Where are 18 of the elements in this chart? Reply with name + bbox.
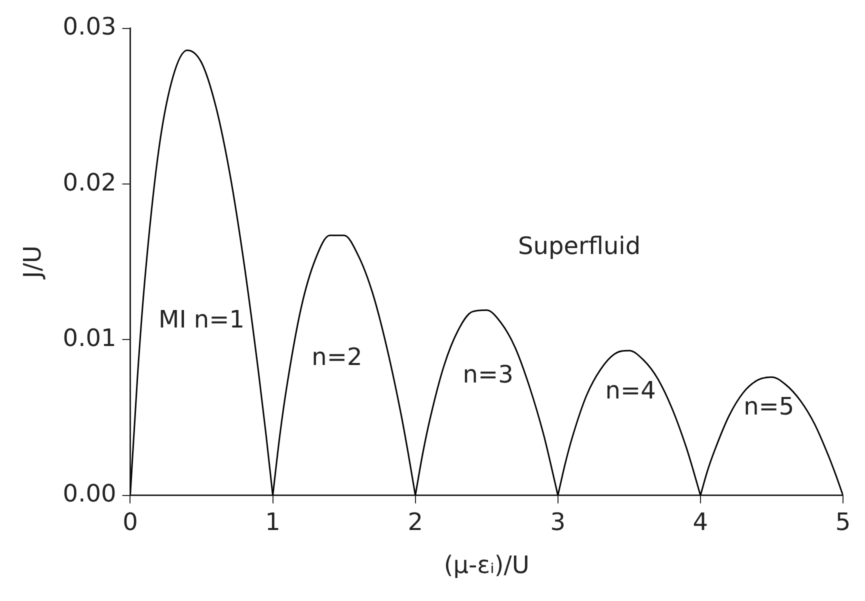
y-axis-title: J/U bbox=[18, 246, 47, 280]
x-tick-label: 4 bbox=[692, 508, 708, 536]
annotation: n=4 bbox=[605, 376, 656, 404]
y-tick-label: 0.01 bbox=[62, 324, 116, 352]
x-tick-label: 0 bbox=[122, 508, 138, 536]
y-tick-label: 0.03 bbox=[62, 12, 116, 41]
annotation: n=3 bbox=[462, 360, 514, 389]
annotation: MI n=1 bbox=[158, 305, 245, 334]
y-tick-label: 0.00 bbox=[62, 480, 116, 508]
y-tick-label: 0.02 bbox=[62, 168, 116, 196]
annotation: n=5 bbox=[744, 392, 794, 420]
x-axis-title: (μ-εᵢ)/U bbox=[444, 550, 530, 579]
annotation: n=2 bbox=[312, 342, 362, 371]
x-tick-label: 1 bbox=[265, 508, 280, 536]
annotation: Superfluid bbox=[518, 232, 641, 260]
x-tick-label: 5 bbox=[835, 508, 851, 536]
x-tick-label: 3 bbox=[550, 508, 566, 536]
x-tick-label: 2 bbox=[408, 508, 423, 536]
